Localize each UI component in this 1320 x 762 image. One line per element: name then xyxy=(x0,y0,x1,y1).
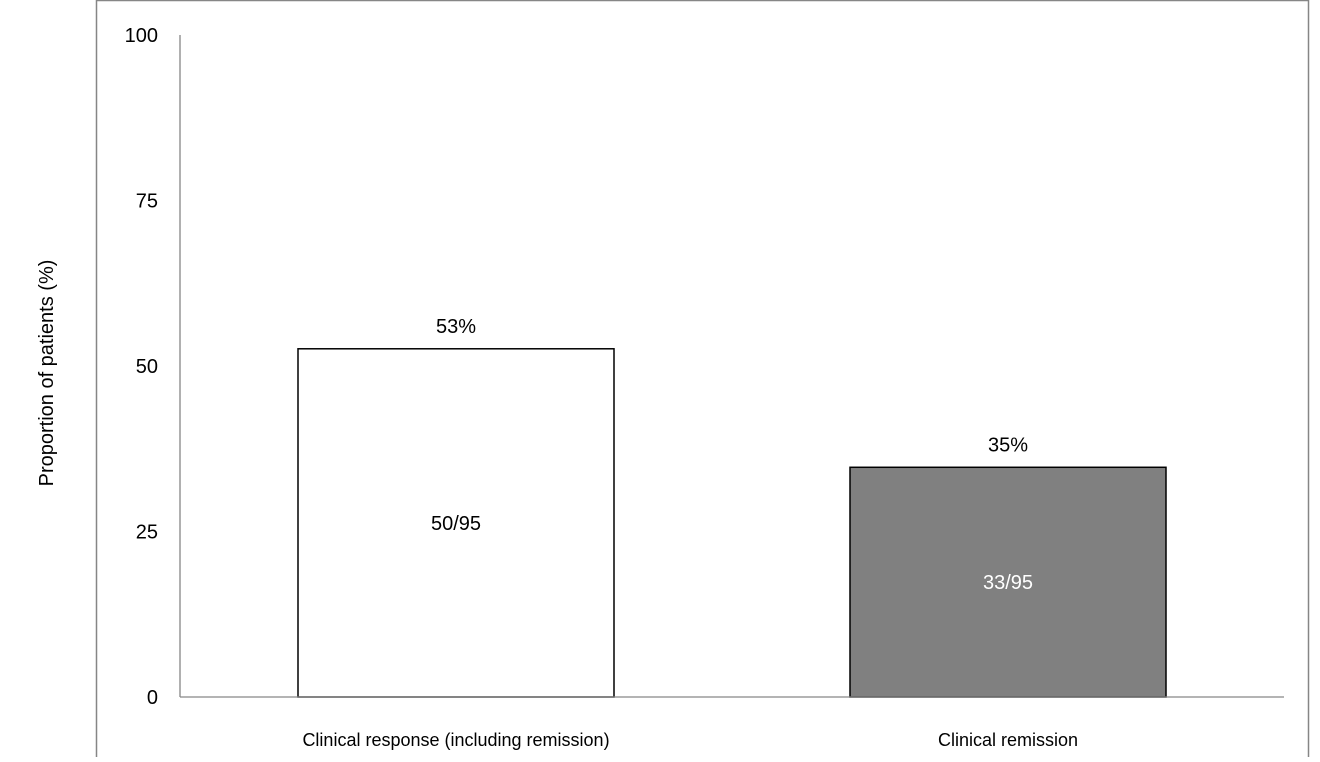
y-tick-label: 75 xyxy=(136,191,158,213)
bar-value-label: 35% xyxy=(988,434,1028,456)
bar xyxy=(297,348,615,698)
chart-frame xyxy=(95,0,1310,762)
bar-inner-label: 50/95 xyxy=(431,513,481,535)
y-tick-label: 25 xyxy=(136,522,158,544)
bar-value-label: 53% xyxy=(436,316,476,338)
plot-area: 0 25 50 75 100 53% 50/95 Clinical response (inc… xyxy=(125,25,1284,750)
y-tick-label: 50 xyxy=(136,356,158,378)
y-axis-label: Proportion of patients (%) xyxy=(36,260,58,487)
y-tick-label: 100 xyxy=(125,25,158,47)
x-category-label: Clinical remission xyxy=(938,730,1078,750)
y-tick-label: 0 xyxy=(147,687,158,709)
x-category-label: Clinical response (including remission) xyxy=(302,730,609,750)
bar xyxy=(849,466,1167,698)
bar-inner-label: 33/95 xyxy=(983,572,1033,594)
